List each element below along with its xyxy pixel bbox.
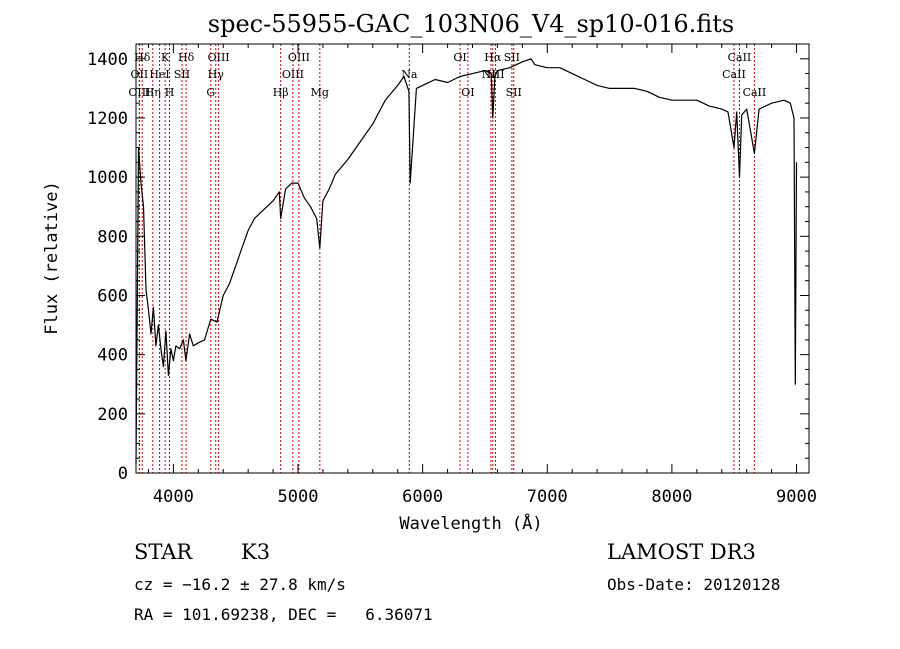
spectral-line-label: Hα	[484, 51, 502, 64]
spectral-line-label: SII	[504, 51, 520, 64]
spectrum-chart: spec-55955-GAC_103N06_V4_sp10-016.fits H…	[42, 10, 817, 534]
object-subclass: K3	[241, 540, 271, 564]
x-tick-label: 4000	[153, 487, 194, 507]
survey-name: LAMOST DR3	[607, 540, 756, 564]
redshift-velocity: cz = −16.2 ± 27.8 km/s	[134, 575, 346, 594]
x-tick-label: 5000	[278, 487, 319, 507]
x-tick-label: 9000	[776, 487, 817, 507]
spectral-line-label: OIII	[128, 86, 150, 99]
y-tick-label: 0	[118, 464, 128, 484]
spectral-line-label: Mg	[311, 86, 329, 99]
spectral-lines-layer	[138, 44, 755, 473]
x-tick-label: 8000	[651, 487, 692, 507]
y-tick-label: 1000	[87, 168, 128, 188]
plot-frame	[135, 43, 810, 474]
spectral-line-label: OI	[453, 51, 466, 64]
spectrum-series-line	[135, 58, 798, 465]
y-axis-label: Flux (relative)	[42, 181, 62, 335]
y-tick-label: 200	[97, 405, 128, 425]
spectral-line-label: CaII	[722, 68, 746, 81]
spectral-line-label: HeI	[149, 68, 169, 81]
spectral-line-label: G	[206, 86, 215, 99]
chart-title: spec-55955-GAC_103N06_V4_sp10-016.fits	[208, 10, 734, 38]
x-tick-label: 7000	[527, 487, 568, 507]
spectral-line-label: H	[165, 86, 175, 99]
spectral-line-label: Hδ	[134, 51, 151, 64]
spectral-line-label: OI	[461, 86, 474, 99]
object-class: STAR	[134, 540, 193, 564]
spectral-line-label: Na	[401, 68, 418, 81]
observation-date: Obs-Date: 20120128	[607, 575, 781, 594]
coordinates: RA = 101.69238, DEC = 6.36071	[134, 605, 433, 624]
spectral-line-label: Hη	[145, 86, 161, 99]
spectral-line-label: SII	[506, 86, 522, 99]
y-tick-label: 1400	[87, 50, 128, 70]
spectral-line-label: OII	[131, 68, 149, 81]
spectral-line-label: K	[161, 51, 170, 64]
spectral-line-label: Hδ	[178, 51, 195, 64]
spectral-line-label: Hβ	[273, 86, 289, 99]
x-axis-label: Wavelength (Å)	[399, 512, 542, 534]
spectral-line-label: OIII	[208, 51, 230, 64]
spectral-line-label: SII	[174, 68, 190, 81]
spectral-line-label: Hγ	[208, 68, 225, 81]
y-tick-label: 800	[97, 227, 128, 247]
y-tick-label: 600	[97, 286, 128, 306]
y-tick-label: 400	[97, 346, 128, 366]
spectral-line-label: OIII	[288, 51, 310, 64]
spectral-line-label: OIII	[282, 68, 304, 81]
spectral-line-label: CaII	[728, 51, 752, 64]
spectral-line-label: CaII	[743, 86, 767, 99]
y-tick-label: 1200	[87, 109, 128, 129]
x-tick-label: 6000	[402, 487, 443, 507]
series-layer	[135, 58, 798, 465]
axes-layer: 4000 5000 6000 7000 8000 9000 0 200 400 600 800 100…	[87, 44, 817, 507]
